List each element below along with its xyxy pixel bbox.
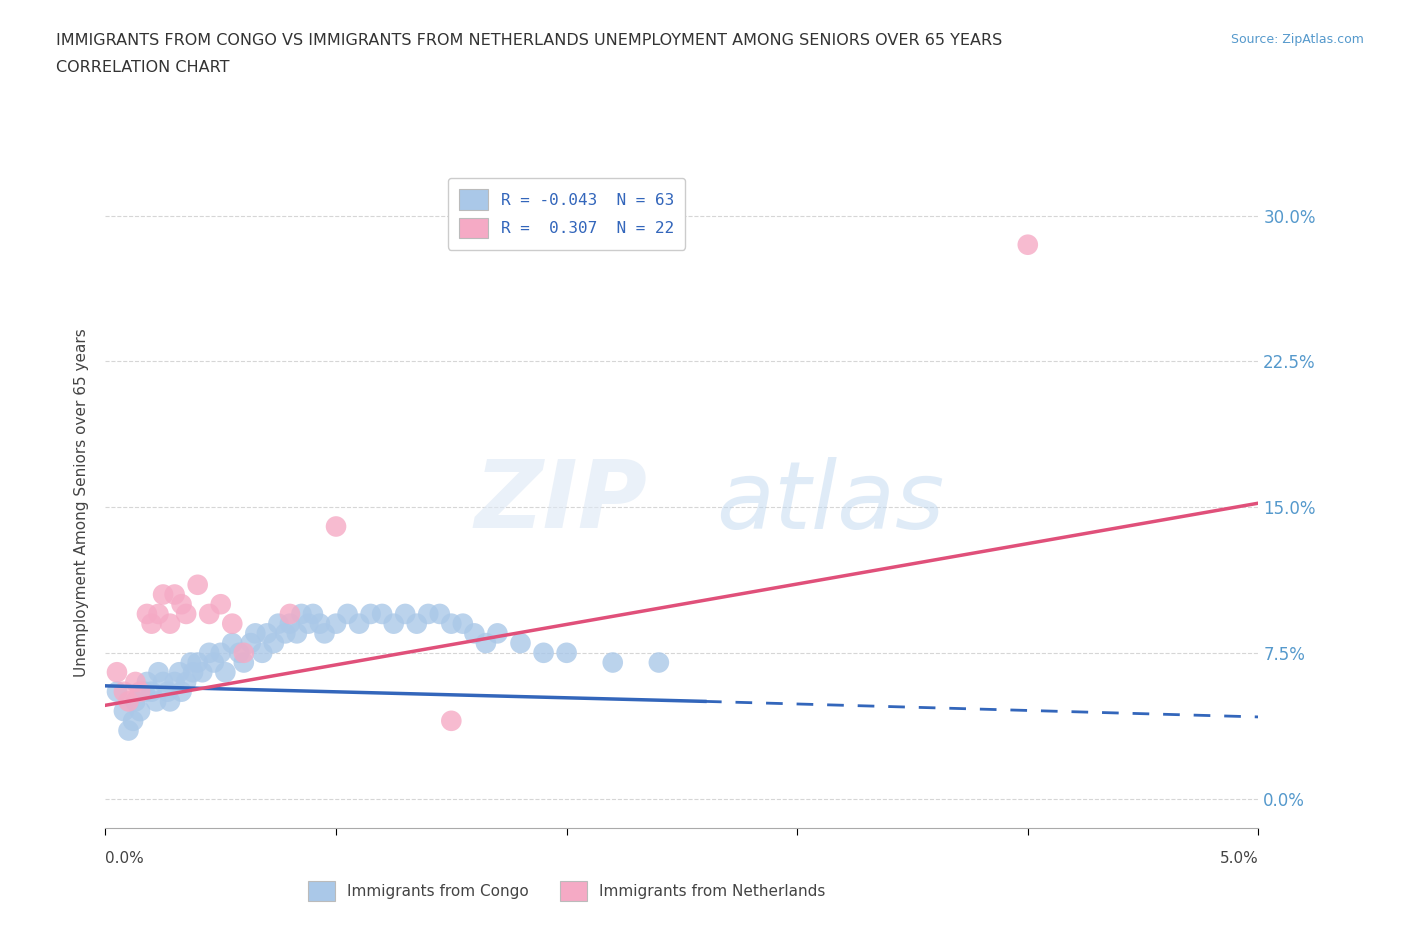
Point [245, 626, 267, 641]
Point [463, 626, 485, 641]
Point [302, 606, 325, 621]
Point [297, 617, 319, 631]
Point [170, 597, 193, 612]
Point [141, 684, 163, 699]
Point [198, 645, 221, 660]
Point [1017, 237, 1039, 252]
Point [129, 704, 152, 719]
Text: atlas: atlas [717, 457, 945, 548]
Point [134, 684, 156, 699]
Point [221, 635, 243, 650]
Point [167, 665, 190, 680]
Point [191, 665, 214, 680]
Legend: Immigrants from Congo, Immigrants from Netherlands: Immigrants from Congo, Immigrants from N… [297, 870, 837, 911]
Point [533, 645, 555, 660]
Point [360, 606, 382, 621]
Point [181, 665, 204, 680]
Point [394, 606, 416, 621]
Point [209, 645, 232, 660]
Point [602, 655, 624, 670]
Point [267, 617, 290, 631]
Text: IMMIGRANTS FROM CONGO VS IMMIGRANTS FROM NETHERLANDS UNEMPLOYMENT AMONG SENIORS : IMMIGRANTS FROM CONGO VS IMMIGRANTS FROM… [56, 33, 1002, 47]
Point [174, 674, 197, 689]
Point [163, 674, 186, 689]
Point [112, 704, 135, 719]
Point [163, 587, 186, 602]
Text: CORRELATION CHART: CORRELATION CHART [56, 60, 229, 75]
Point [152, 587, 174, 602]
Point [198, 606, 221, 621]
Y-axis label: Unemployment Among Seniors over 65 years: Unemployment Among Seniors over 65 years [75, 328, 90, 677]
Point [509, 635, 531, 650]
Point [232, 645, 254, 660]
Point [187, 578, 209, 592]
Point [325, 617, 347, 631]
Point [148, 606, 170, 621]
Point [159, 694, 181, 709]
Point [429, 606, 451, 621]
Point [187, 655, 209, 670]
Point [309, 617, 332, 631]
Point [221, 617, 243, 631]
Point [124, 674, 146, 689]
Point [105, 684, 128, 699]
Point [347, 617, 370, 631]
Point [202, 655, 225, 670]
Text: 5.0%: 5.0% [1219, 851, 1258, 866]
Point [239, 635, 262, 650]
Point [159, 617, 181, 631]
Point [141, 617, 163, 631]
Point [418, 606, 440, 621]
Point [285, 626, 308, 641]
Point [325, 519, 347, 534]
Point [382, 617, 405, 631]
Text: 0.0%: 0.0% [105, 851, 145, 866]
Point [214, 665, 236, 680]
Point [228, 645, 250, 660]
Point [256, 626, 278, 641]
Point [278, 606, 301, 621]
Point [440, 713, 463, 728]
Point [648, 655, 671, 670]
Point [209, 597, 232, 612]
Point [174, 606, 197, 621]
Point [170, 684, 193, 699]
Point [105, 665, 128, 680]
Point [117, 694, 139, 709]
Point [136, 606, 159, 621]
Point [451, 617, 474, 631]
Point [232, 655, 254, 670]
Point [278, 617, 301, 631]
Point [180, 655, 202, 670]
Point [252, 645, 274, 660]
Point [122, 713, 145, 728]
Point [145, 694, 167, 709]
Point [152, 674, 174, 689]
Point [371, 606, 394, 621]
Point [440, 617, 463, 631]
Point [486, 626, 509, 641]
Point [117, 724, 139, 738]
Point [129, 684, 152, 699]
Point [290, 606, 312, 621]
Point [274, 626, 297, 641]
Point [555, 645, 578, 660]
Point [124, 694, 146, 709]
Text: Source: ZipAtlas.com: Source: ZipAtlas.com [1230, 33, 1364, 46]
Point [314, 626, 336, 641]
Point [475, 635, 498, 650]
Text: ZIP: ZIP [474, 457, 647, 548]
Point [405, 617, 427, 631]
Point [263, 635, 285, 650]
Point [336, 606, 359, 621]
Point [112, 684, 135, 699]
Point [148, 665, 170, 680]
Point [156, 684, 179, 699]
Point [136, 674, 159, 689]
